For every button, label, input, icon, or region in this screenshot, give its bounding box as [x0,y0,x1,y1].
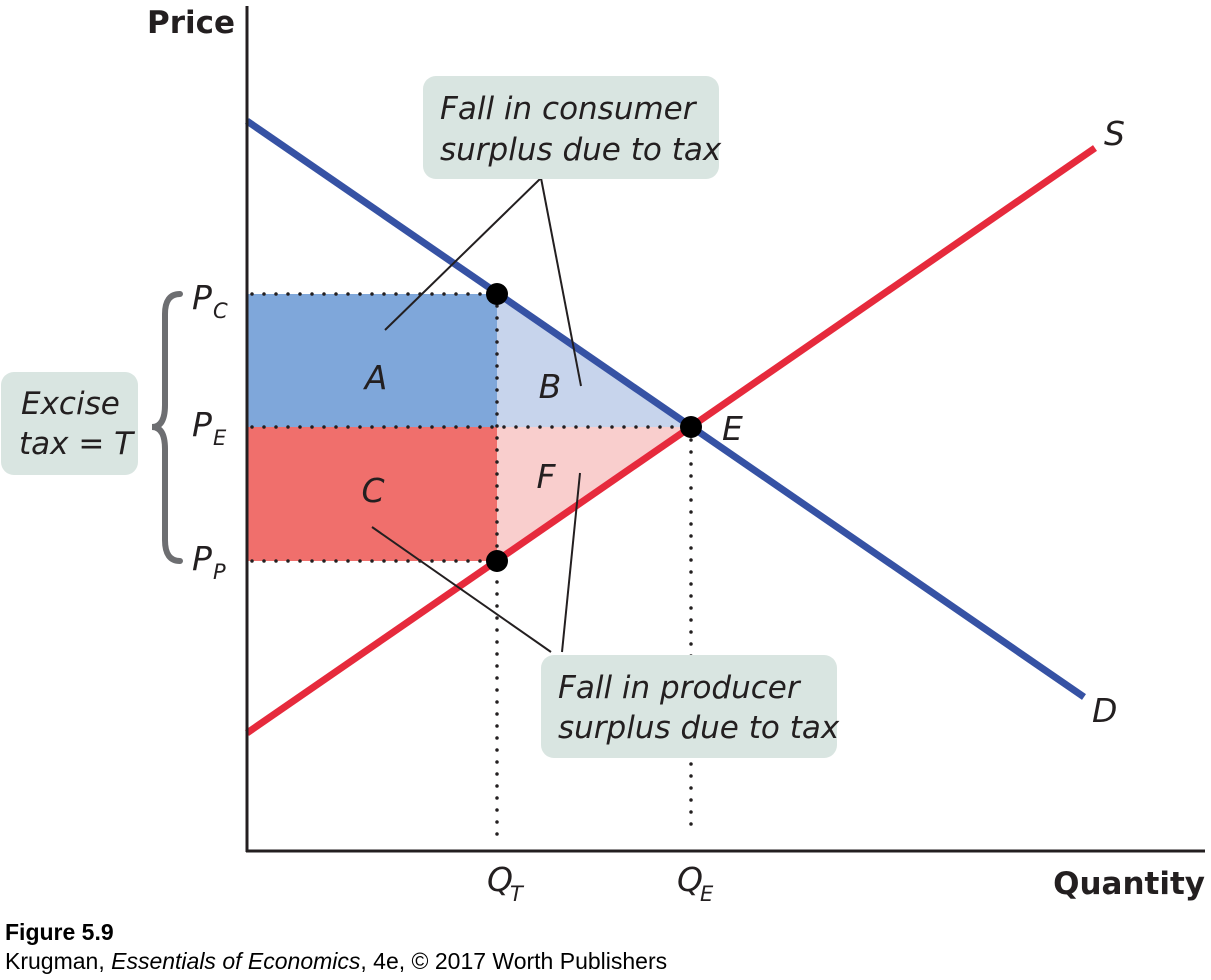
area-c-label: C [361,471,384,510]
y-tick-pp: P P [192,539,226,584]
consumer-callout: Fall in consumer surplus due to tax [423,76,722,179]
credit-edition: , 4e, © 2017 Worth Publishers [360,948,668,974]
x-tick-qt-main: Q [487,860,513,899]
area-f-label: F [537,457,557,496]
y-tick-pe-main: P [192,405,212,444]
y-tick-pc: P C [192,278,228,323]
x-tick-qt-sub: T [510,882,525,906]
connector-b [540,177,582,387]
x-tick-qe-main: Q [677,860,703,899]
axes [245,6,1205,853]
demand-label: D [1092,691,1117,730]
x-axis-title: Quantity [1053,866,1205,902]
consumer-callout-line-1: Fall in consumer [440,91,698,127]
area-b-label: B [539,367,562,406]
y-axis-title: Price [147,5,235,41]
area-a-label: A [363,358,388,397]
y-tick-pc-main: P [192,278,212,317]
credit-book-title: Essentials of Economics [111,948,361,974]
connector-c [371,526,552,653]
x-tick-qe: Q E [677,860,714,906]
supply-curve [245,145,1097,736]
connector-f [561,472,581,653]
y-tick-pp-sub: P [213,560,226,584]
x-tick-qe-sub: E [700,882,714,906]
producer-callout: Fall in producer surplus due to tax [541,655,840,758]
tax-callout-box [1,372,138,475]
tax-callout: Excise tax = T [1,372,138,475]
point-equilibrium [680,416,702,438]
tax-brace [151,291,183,564]
producer-callout-line-1: Fall in producer [558,670,802,706]
callout-connectors [371,177,582,653]
tax-callout-line-2: tax = T [19,426,135,462]
point-producer-price [486,550,508,572]
equilibrium-label: E [722,409,743,448]
y-tick-pe-sub: E [213,426,227,450]
consumer-callout-box [423,76,719,179]
producer-callout-line-2: surplus due to tax [558,710,840,746]
x-tick-qt: Q T [487,860,525,906]
producer-callout-box [541,655,837,758]
credit-author: Krugman, [5,948,112,974]
figure-credit: Krugman, Essentials of Economics, 4e, © … [5,946,745,976]
area-c [247,427,497,561]
figure-number: Figure 5.9 [5,919,114,945]
tax-callout-line-1: Excise [21,386,120,422]
consumer-callout-line-2: surplus due to tax [440,132,722,168]
demand-curve [245,118,1086,700]
figure-caption: Figure 5.9 Krugman, Essentials of Econom… [5,918,745,976]
point-consumer-price [486,283,508,305]
connector-a [384,177,542,331]
y-tick-pc-sub: C [213,299,228,323]
supply-label: S [1104,114,1125,153]
area-a [247,294,497,427]
y-tick-pp-main: P [192,539,212,578]
y-tick-pe: P E [192,405,227,450]
